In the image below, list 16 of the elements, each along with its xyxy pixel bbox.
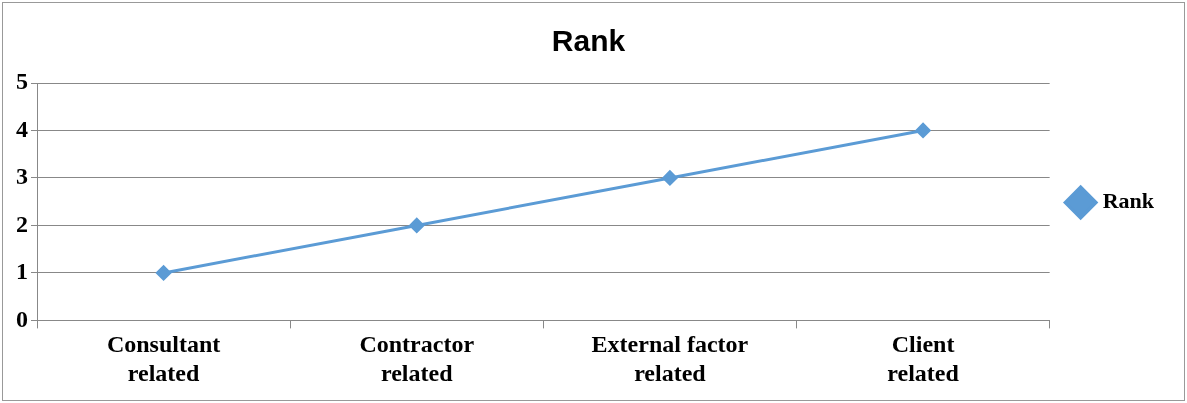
point xyxy=(662,170,678,186)
y-tick-label: 5 xyxy=(16,68,28,95)
point xyxy=(915,122,931,138)
legend-label: Rank xyxy=(1102,188,1155,214)
point xyxy=(409,217,425,233)
y-tick-label: 1 xyxy=(16,258,28,285)
y-tick-label: 4 xyxy=(16,115,28,142)
x-tick-label: Contractor related xyxy=(359,331,475,386)
x-tick-label: External factor related xyxy=(591,331,749,386)
y-tick-label: 3 xyxy=(16,163,28,190)
x-tick-label: Client related xyxy=(887,331,960,386)
x-tick-label: Consultant related xyxy=(106,331,221,386)
y-tick-label: 2 xyxy=(16,210,28,237)
chart-title: Rank xyxy=(551,24,626,58)
y-tick-label: 0 xyxy=(16,305,28,332)
point xyxy=(156,265,172,281)
